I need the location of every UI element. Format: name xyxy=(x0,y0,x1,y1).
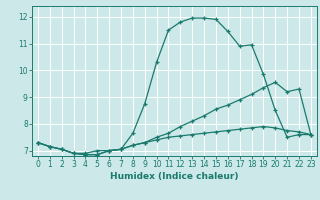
X-axis label: Humidex (Indice chaleur): Humidex (Indice chaleur) xyxy=(110,172,239,181)
